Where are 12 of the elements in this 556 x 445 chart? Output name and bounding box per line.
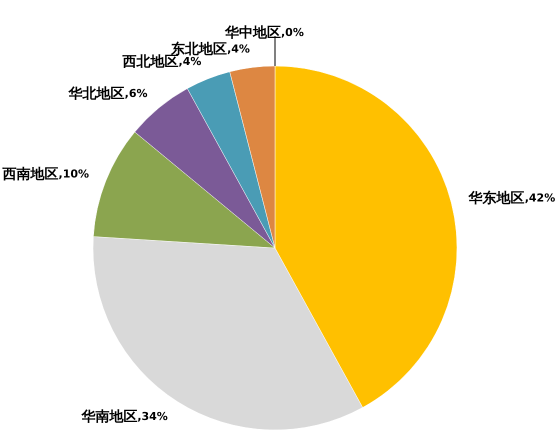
slice-label: 华东地区 <box>468 189 525 206</box>
data-label: ,4% <box>227 42 250 56</box>
slice-label: 华北地区 <box>68 86 125 102</box>
category-label: 华中地区 <box>225 24 281 41</box>
text: ,0% <box>281 26 304 40</box>
data-label: ,4% <box>178 55 202 68</box>
data-label: ,34% <box>137 410 168 423</box>
data-label: ,6% <box>124 86 148 100</box>
slice-label: 华南地区 <box>80 408 138 425</box>
data-label: ,10% <box>58 167 90 180</box>
slice-label: 西南地区 <box>2 166 59 182</box>
data-label: ,42% <box>524 191 556 204</box>
